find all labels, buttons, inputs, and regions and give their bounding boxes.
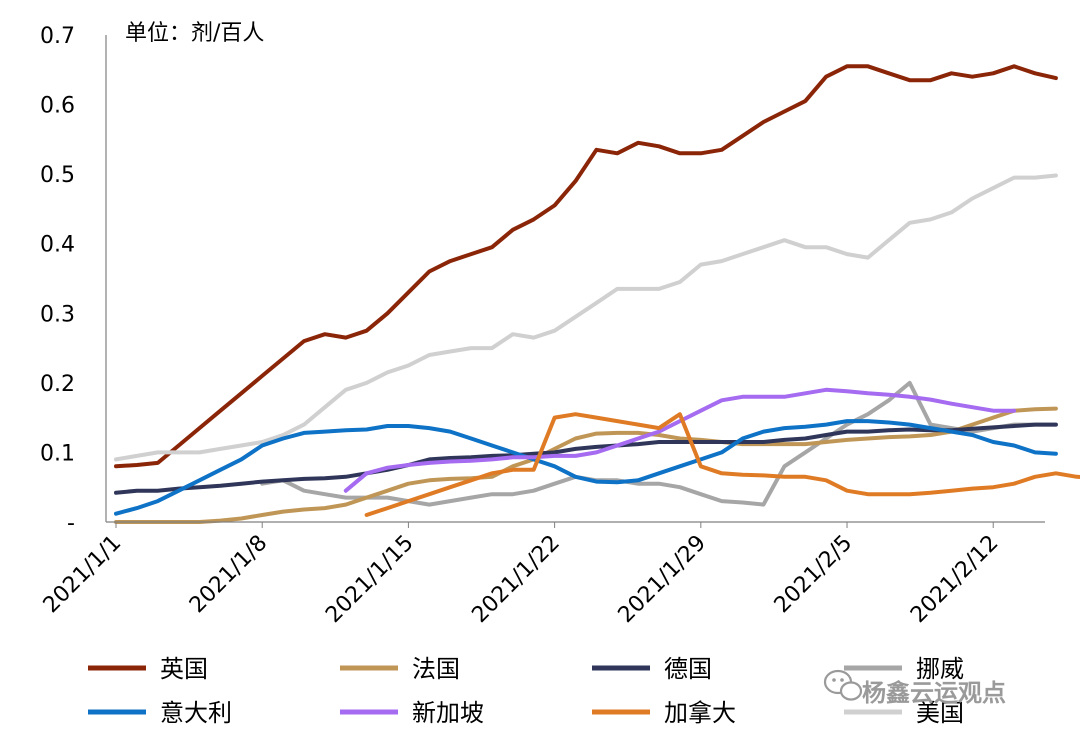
legend-label: 挪威 xyxy=(916,655,964,683)
legend-label: 意大利 xyxy=(160,699,232,727)
y-tick-label: 0.5 xyxy=(40,163,75,188)
legend-label: 美国 xyxy=(916,699,964,727)
y-tick-label: 0.2 xyxy=(40,372,75,397)
y-tick-labels: - 0.1 0.2 0.3 0.4 0.5 0.6 0.7 xyxy=(40,24,75,536)
legend-item: 新加坡 xyxy=(340,699,484,727)
watermark: 杨鑫云运观点 xyxy=(823,669,1006,707)
x-tick-label: 2021/1/8 xyxy=(185,531,273,619)
legend-item: 德国 xyxy=(592,655,712,683)
y-tick-label: 0.7 xyxy=(40,24,75,49)
series-line xyxy=(114,422,1058,495)
legend-label: 德国 xyxy=(664,655,712,683)
wechat-icon xyxy=(823,669,863,701)
series-line xyxy=(364,412,1080,517)
series-line xyxy=(114,173,1058,462)
legend-item: 美国 xyxy=(844,699,964,727)
y-tick-label: 0.6 xyxy=(40,94,75,119)
legend-label: 加拿大 xyxy=(664,699,736,727)
legend-item: 意大利 xyxy=(88,699,232,727)
y-tick-label: - xyxy=(67,511,75,536)
plot-lines xyxy=(114,64,1080,524)
legend-item: 法国 xyxy=(340,655,460,683)
series-line xyxy=(114,419,1058,516)
y-tick-label: 0.3 xyxy=(40,302,75,327)
x-tick-label: 2021/1/29 xyxy=(614,531,711,628)
y-tick-label: 0.1 xyxy=(40,441,75,466)
series-line xyxy=(114,64,1058,469)
x-tick-label: 2021/1/15 xyxy=(321,531,418,628)
series-line xyxy=(343,387,1017,493)
y-tick-label: 0.4 xyxy=(40,233,75,258)
x-tick-labels: 2021/1/1 2021/1/8 2021/1/15 2021/1/22 2021/1… xyxy=(39,522,1003,628)
legend-label: 法国 xyxy=(412,655,460,683)
series-line xyxy=(260,380,1058,507)
legend-item: 英国 xyxy=(88,655,208,683)
x-tick-label: 2021/1/1 xyxy=(39,531,127,619)
x-tick-label: 2021/1/22 xyxy=(467,531,564,628)
legend-label: 英国 xyxy=(160,655,208,683)
legend-label: 新加坡 xyxy=(412,699,484,727)
legend-item: 加拿大 xyxy=(592,699,736,727)
series-line xyxy=(114,406,1058,524)
x-tick-label: 2021/2/12 xyxy=(906,531,1003,628)
legend-item: 挪威 xyxy=(844,655,964,683)
x-tick-label: 2021/2/5 xyxy=(770,531,858,619)
watermark-text: 杨鑫云运观点 xyxy=(862,679,1006,707)
unit-label: 单位：剂/百人 xyxy=(125,21,264,46)
